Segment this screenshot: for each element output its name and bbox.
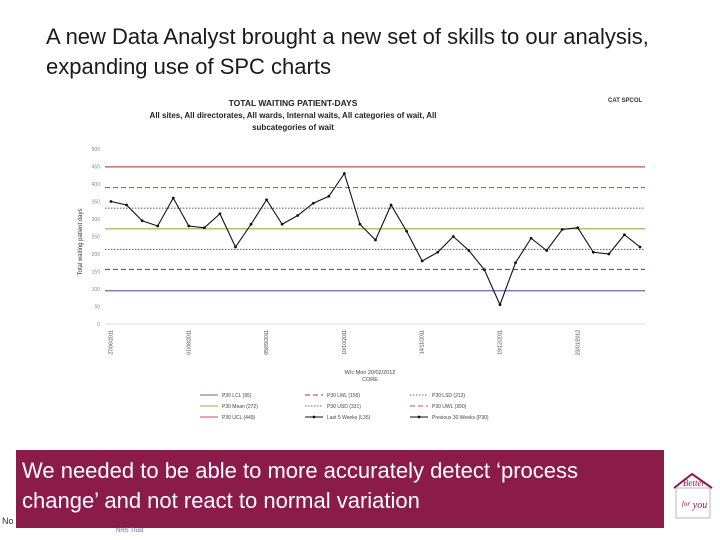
y-tick-label: 150 [92, 270, 101, 276]
svg-text:for: for [682, 500, 690, 508]
data-point [514, 261, 517, 265]
legend: P30 LCL (95) P30 LWL (156) P30 LSD (213) P3… [200, 393, 489, 421]
data-point [202, 226, 206, 230]
data-point [358, 222, 362, 226]
x-tick-label: 27/06/2011 [109, 330, 115, 355]
x-tick-label: 14/11/2011 [420, 330, 426, 355]
footer-fragment: No [2, 516, 14, 526]
data-point [498, 303, 502, 307]
better-for-you-logo: Better for you [673, 472, 713, 519]
reference-lines [105, 166, 645, 292]
y-tick-label: 250 [92, 235, 101, 241]
data-point [125, 203, 128, 207]
data-point [342, 172, 346, 175]
legend-entry: Last 5 Weeks (L35) [327, 415, 371, 421]
x-axis-label-line: W/c Mon 20/02/2012 [345, 370, 396, 376]
x-tick-label: 01/08/2011 [186, 330, 192, 355]
y-tick-label: 500 [92, 147, 101, 153]
data-point [140, 219, 144, 223]
data-point [280, 222, 284, 226]
legend-marker [417, 415, 421, 419]
x-tick-label: 10/10/2011 [342, 330, 348, 355]
legend-entry: P30 UWL (390) [432, 404, 467, 410]
data-point [545, 249, 549, 252]
legend-entry: P30 Mean (272) [222, 404, 258, 410]
data-point [327, 194, 331, 198]
y-tick-label: 50 [94, 305, 100, 311]
chart-title-line: All sites, All directorates, All wards, … [150, 111, 437, 120]
data-point [483, 268, 486, 272]
data-series [109, 172, 642, 307]
data-point [623, 233, 626, 237]
data-point [218, 212, 222, 216]
slide-title: A new Data Analyst brought a new set of … [46, 24, 649, 79]
y-tick-label: 300 [92, 217, 101, 223]
legend-entry: P30 UCL (449) [222, 415, 255, 421]
legend-entry: Previous 30 Weeks (P30) [432, 415, 489, 421]
data-point [389, 203, 393, 207]
callout-box: We needed to be able to more accurately … [16, 450, 664, 528]
data-point [374, 238, 377, 242]
y-tick-label: 400 [92, 182, 101, 188]
data-point [560, 228, 564, 231]
y-tick-label: 450 [92, 165, 101, 171]
data-point [420, 259, 424, 263]
legend-marker [312, 415, 316, 419]
data-point [529, 236, 533, 240]
data-point [249, 222, 253, 226]
y-tick-label: 100 [92, 287, 101, 293]
data-point [576, 226, 580, 230]
chart-title-line: TOTAL WAITING PATIENT-DAYS [229, 98, 358, 108]
svg-text:Better: Better [683, 478, 705, 488]
data-point [265, 198, 268, 202]
x-tick-label: 23/01/2012 [575, 330, 581, 355]
y-axis-label: Total waiting patient days [78, 208, 84, 275]
data-point [638, 245, 642, 249]
data-point [591, 250, 595, 254]
data-point [311, 201, 315, 205]
y-tick-label: 350 [92, 200, 101, 206]
data-point [607, 252, 611, 256]
legend-entry: P30 USD (331) [327, 404, 361, 410]
data-point [187, 224, 191, 228]
data-point [296, 214, 300, 217]
x-axis-label-line: CORE [362, 377, 378, 383]
data-point [171, 196, 175, 200]
data-point [436, 250, 440, 254]
spc-chart: TOTAL WAITING PATIENT-DAYS All sites, All… [78, 98, 645, 421]
data-point [451, 235, 455, 238]
data-point [156, 224, 160, 228]
y-tick-label: 0 [97, 322, 100, 328]
data-point [467, 249, 471, 252]
chart-corner-label: CAT SPCOL [608, 98, 643, 104]
org-line: NHS Trust [116, 528, 144, 534]
data-point [234, 245, 237, 249]
chart-title: TOTAL WAITING PATIENT-DAYS All sites, All… [150, 98, 437, 132]
x-tick-label: 05/09/2011 [264, 330, 270, 355]
svg-text:you: you [692, 500, 707, 511]
legend-entry: P30 LCL (95) [222, 393, 252, 399]
x-axis-ticks: 27/06/2011 01/08/2011 05/09/2011 10/10/2011… [109, 330, 582, 355]
legend-entry: P30 LSD (213) [432, 393, 465, 399]
legend-entry: P30 LWL (156) [327, 393, 360, 399]
x-tick-label: 19/12/2011 [497, 330, 503, 355]
y-tick-label: 200 [92, 252, 101, 258]
data-point [405, 229, 409, 233]
chart-title-line: subcategories of wait [252, 123, 334, 132]
data-point [109, 200, 113, 203]
y-axis-ticks: 0 50 100 150 200 250 300 350 400 450 500 [92, 147, 101, 328]
